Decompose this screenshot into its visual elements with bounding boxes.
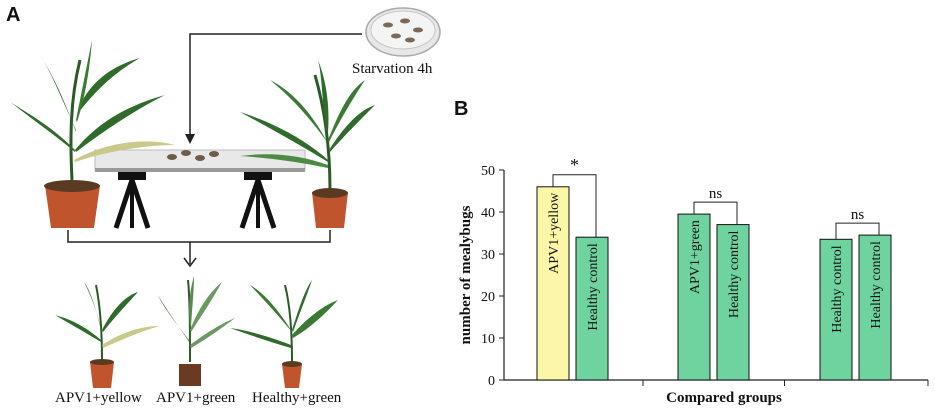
panel-letter-b: B xyxy=(454,98,469,120)
merge-bracket-line xyxy=(67,230,331,243)
y-axis-label: number of mealybugs xyxy=(458,205,474,344)
dish-arrow-head xyxy=(185,134,195,144)
bar xyxy=(575,236,609,381)
bar xyxy=(858,234,892,381)
dish-label: Starvation 4h xyxy=(352,61,433,77)
x-axis-label: Compared groups xyxy=(666,390,782,406)
bar-label: Healthy control xyxy=(727,231,742,319)
panel-letter-a: A xyxy=(6,4,21,26)
significance-label: ns xyxy=(851,207,865,223)
bar xyxy=(536,186,570,381)
bottom-label-2: APV1+green xyxy=(156,390,236,406)
plant-apv1-large-icon xyxy=(8,40,175,228)
plant-healthy-large-icon xyxy=(240,60,375,228)
bar-label: Healthy control xyxy=(586,243,601,331)
significance-bracket xyxy=(835,222,880,240)
bar-label: APV1+yellow xyxy=(547,192,562,274)
bar-chart: 0 10 20 30 40 50 number of mealybugs Compared g… xyxy=(458,155,929,406)
y-tick-label: 30 xyxy=(481,248,495,263)
y-tick-label: 40 xyxy=(481,206,495,221)
plant-apv1-green-icon xyxy=(158,276,235,386)
dish-connector-line xyxy=(189,33,362,140)
bar-label: APV1+green xyxy=(688,220,703,294)
experiment-diagram xyxy=(8,7,441,388)
y-tick-label: 10 xyxy=(481,332,495,347)
down-arrow-icon xyxy=(183,257,197,268)
bar xyxy=(716,224,750,381)
bar-label: Healthy control xyxy=(869,241,884,329)
bar xyxy=(677,213,711,381)
bar-label: Healthy control xyxy=(830,245,845,333)
panel-b: B 0 10 20 30 40 50 number of mealybugs Compared… xyxy=(440,90,935,415)
significance-label: ns xyxy=(709,186,723,202)
significance-label: * xyxy=(570,155,579,175)
panel-a: A xyxy=(6,4,441,406)
table-icon xyxy=(94,149,306,229)
plant-apv1-yellow-icon xyxy=(55,282,160,388)
bottom-label-3: Healthy+green xyxy=(252,390,342,406)
y-tick-label: 50 xyxy=(481,164,495,179)
y-tick-label: 20 xyxy=(481,290,495,305)
significance-bracket xyxy=(552,174,597,238)
petri-dish-icon xyxy=(365,7,441,57)
significance-bracket xyxy=(693,201,738,225)
plant-healthy-green-icon xyxy=(230,280,338,388)
y-tick-label: 0 xyxy=(488,374,495,389)
bottom-label-1: APV1+yellow xyxy=(55,390,142,406)
